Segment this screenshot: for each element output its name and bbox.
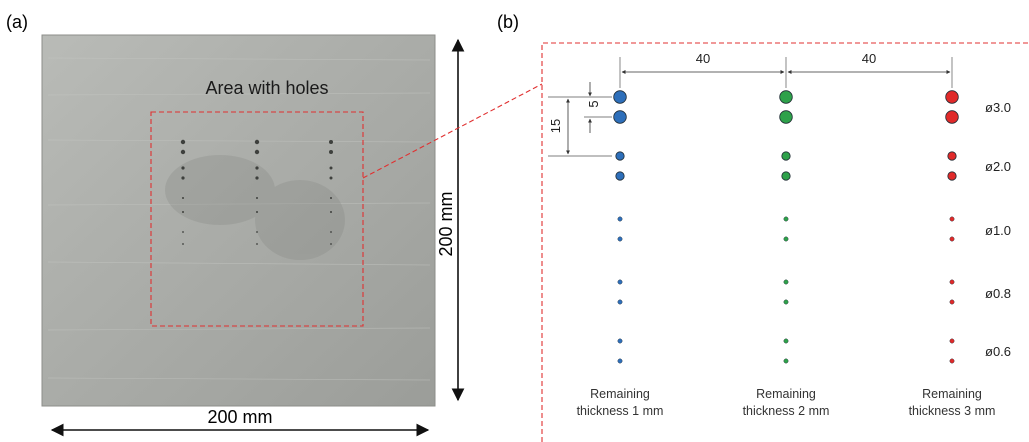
hole-col3-row5-1 xyxy=(949,338,955,344)
hole-col1-row5-1 xyxy=(617,338,623,344)
panel-b-label: (b) xyxy=(497,12,519,32)
hole-col1-row5-2 xyxy=(617,358,623,364)
hole-col3-row5-2 xyxy=(949,358,955,364)
hole-col1-row1-1 xyxy=(613,90,627,104)
offset-label-15: 15 xyxy=(548,119,563,133)
hole-area-box xyxy=(150,111,364,327)
hole-col3-row2-1 xyxy=(947,151,957,161)
spacing-label-2: 40 xyxy=(862,51,876,66)
offset-label-5: 5 xyxy=(586,100,601,107)
hole-col2-row2-1 xyxy=(781,151,791,161)
width-dimension-label: 200 mm xyxy=(207,407,272,427)
group-label-1-line1: Remaining xyxy=(590,387,650,401)
plate-photo xyxy=(41,34,436,407)
hole-col2-row4-1 xyxy=(783,279,789,285)
group-label-3-line1: Remaining xyxy=(922,387,982,401)
hole-col3-row2-2 xyxy=(947,171,957,181)
diameter-label-3-0: ø3.0 xyxy=(985,100,1011,115)
hole-col2-row3-2 xyxy=(783,236,789,242)
hole-col1-row4-1 xyxy=(617,279,623,285)
hole-col3-row3-2 xyxy=(949,236,955,242)
spacing-label-1: 40 xyxy=(696,51,710,66)
hole-col1-row4-2 xyxy=(617,299,623,305)
hole-col2-row2-2 xyxy=(781,171,791,181)
diameter-label-1-0: ø1.0 xyxy=(985,223,1011,238)
height-dimension-label: 200 mm xyxy=(436,191,456,256)
hole-col1-row1-2 xyxy=(613,110,627,124)
diameter-label-0-8: ø0.8 xyxy=(985,286,1011,301)
hole-col2-row4-2 xyxy=(783,299,789,305)
hole-col3-row4-2 xyxy=(949,299,955,305)
zoom-connector-line xyxy=(362,83,543,179)
detail-boundary xyxy=(541,42,1029,442)
diameter-label-0-6: ø0.6 xyxy=(985,344,1011,359)
group-label-2-line2: thickness 2 mm xyxy=(743,404,830,418)
area-with-holes-label: Area with holes xyxy=(205,78,328,98)
group-label-2-line1: Remaining xyxy=(756,387,816,401)
hole-col3-row1-2 xyxy=(945,110,959,124)
hole-col2-row5-2 xyxy=(783,358,789,364)
hole-col2-row5-1 xyxy=(783,338,789,344)
hole-col3-row1-1 xyxy=(945,90,959,104)
hole-col1-row2-1 xyxy=(615,151,625,161)
hole-col1-row3-1 xyxy=(617,216,623,222)
offset-dimension xyxy=(548,82,612,157)
hole-col2-row1-1 xyxy=(779,90,793,104)
hole-col2-row3-1 xyxy=(783,216,789,222)
hole-col1-row2-2 xyxy=(615,171,625,181)
panel-a-label: (a) xyxy=(6,12,28,32)
hole-pattern xyxy=(613,90,959,364)
diameter-label-2-0: ø2.0 xyxy=(985,159,1011,174)
hole-col1-row3-2 xyxy=(617,236,623,242)
hole-col3-row3-1 xyxy=(949,216,955,222)
group-label-1-line2: thickness 1 mm xyxy=(577,404,664,418)
hole-col2-row1-2 xyxy=(779,110,793,124)
hole-col3-row4-1 xyxy=(949,279,955,285)
group-label-3-line2: thickness 3 mm xyxy=(909,404,996,418)
spacing-dimension xyxy=(619,57,953,88)
